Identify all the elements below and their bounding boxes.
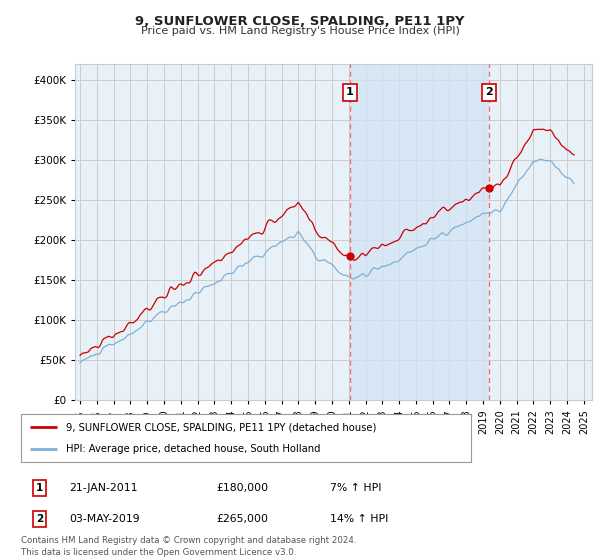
Text: 21-JAN-2011: 21-JAN-2011 (69, 483, 137, 493)
Text: 7% ↑ HPI: 7% ↑ HPI (330, 483, 382, 493)
Text: Price paid vs. HM Land Registry's House Price Index (HPI): Price paid vs. HM Land Registry's House … (140, 26, 460, 36)
Text: Contains HM Land Registry data © Crown copyright and database right 2024.
This d: Contains HM Land Registry data © Crown c… (21, 536, 356, 557)
FancyBboxPatch shape (21, 414, 471, 462)
Text: 9, SUNFLOWER CLOSE, SPALDING, PE11 1PY (detached house): 9, SUNFLOWER CLOSE, SPALDING, PE11 1PY (… (66, 422, 376, 432)
Text: £265,000: £265,000 (216, 514, 268, 524)
Bar (350, 64, 489, 400)
Text: 1: 1 (36, 483, 43, 493)
Text: HPI: Average price, detached house, South Holland: HPI: Average price, detached house, Sout… (66, 444, 320, 454)
Text: 1: 1 (346, 87, 353, 97)
Text: 9, SUNFLOWER CLOSE, SPALDING, PE11 1PY: 9, SUNFLOWER CLOSE, SPALDING, PE11 1PY (135, 15, 465, 28)
Text: £180,000: £180,000 (216, 483, 268, 493)
Text: 03-MAY-2019: 03-MAY-2019 (69, 514, 140, 524)
Text: 2: 2 (485, 87, 493, 97)
Text: 14% ↑ HPI: 14% ↑ HPI (330, 514, 388, 524)
Text: 2: 2 (36, 514, 43, 524)
